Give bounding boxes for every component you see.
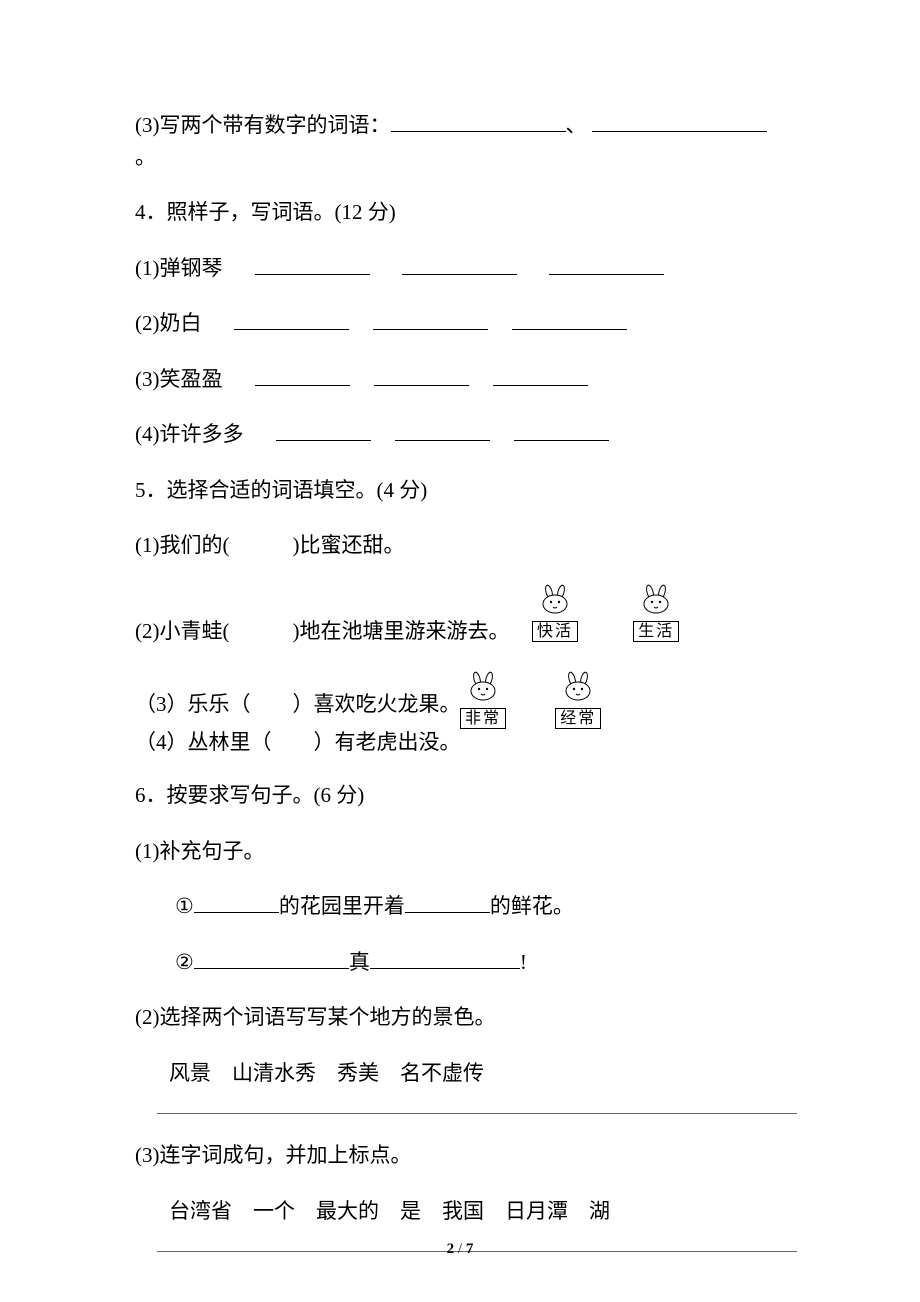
q4-item-1-prefix: (1)弹钢琴 [135,256,223,280]
q6-sub1-blank-2[interactable] [405,891,490,913]
q5-items-3-4-row: （3）乐乐（ ）喜欢吃火龙果。 （4）丛林里（ ）有老虎出没。 非常 [135,689,785,758]
q6-sub1-blank-4[interactable] [370,947,520,969]
q4-3-blank-3[interactable] [493,364,588,386]
q6-heading: 6．按要求写句子。(6 分) [135,780,785,812]
rabbit-icon [636,584,676,614]
q4-3-blank-2[interactable] [374,364,469,386]
q5-item-2-row: (2)小青蛙( )地在池塘里游来游去。 快活 [135,616,785,648]
q4-4-blank-1[interactable] [276,419,371,441]
q6-sub3-title: (3)连字词成句，并加上标点。 [135,1140,785,1172]
bunny-b-right: 经常 [550,671,606,733]
q6-sub2-title: (2)选择两个词语写写某个地方的景色。 [135,1002,785,1034]
q4-item-3: (3)笑盈盈 [135,364,785,396]
q3-3-sep: 、 [566,113,587,137]
bunny-b-left: 非常 [455,671,511,733]
q4-item-2-prefix: (2)奶白 [135,311,202,335]
q4-item-4-prefix: (4)许许多多 [135,422,244,446]
bunny-a-left: 快活 [527,584,583,646]
footer-sep: / [454,1241,466,1257]
q4-item-4: (4)许许多多 [135,419,785,451]
q6-sub3-words: 台湾省 一个 最大的 是 我国 日月潭 湖 [135,1196,785,1228]
q4-heading: 4．照样子，写词语。(12 分) [135,197,785,229]
q4-4-blank-2[interactable] [395,419,490,441]
q6-sub1-title: (1)补充句子。 [135,836,785,868]
bunny-label-a-left: 快活 [532,621,578,642]
rabbit-icon [463,671,503,701]
q6-sub1-line1-num: ① [175,894,194,918]
q5-bunny-group-a: 快活 生活 [527,584,724,646]
q6-sub1-line1: ① 的花园里开着 的鲜花。 [135,891,785,923]
q5-heading: 5．选择合适的词语填空。(4 分) [135,475,785,507]
q3-3-blank-1[interactable] [391,110,566,132]
q5-bunny-group-b: 非常 经常 [455,671,646,733]
bunny-a-right: 生活 [628,584,684,646]
q4-2-blank-2[interactable] [373,308,488,330]
q6-sub1-line1-post: 的鲜花。 [490,894,574,918]
q4-item-3-prefix: (3)笑盈盈 [135,367,223,391]
q4-1-blank-1[interactable] [255,253,370,275]
q4-item-2: (2)奶白 [135,308,785,340]
q4-item-1: (1)弹钢琴 [135,253,785,285]
q5-item-1: (1)我们的( )比蜜还甜。 [135,530,785,562]
rabbit-icon [535,584,575,614]
page-footer: 2 / 7 [0,1238,920,1261]
q6-sub2-words: 风景 山清水秀 秀美 名不虚传 [135,1058,785,1090]
q6-sub1-blank-3[interactable] [194,947,349,969]
q3-3-line: (3)写两个带有数字的词语： 、 。 [135,110,785,173]
q4-1-blank-3[interactable] [549,253,664,275]
q3-3-end: 。 [135,145,156,169]
document-page: (3)写两个带有数字的词语： 、 。 4．照样子，写词语。(12 分) (1)弹钢… [0,0,920,1302]
q6-sub1-line2-mid: 真 [349,950,370,974]
q3-3-prefix: (3)写两个带有数字的词语： [135,113,391,137]
q4-2-blank-1[interactable] [234,308,349,330]
q4-1-blank-2[interactable] [402,253,517,275]
q6-sub1-blank-1[interactable] [194,891,279,913]
q6-sub2-answer-line[interactable] [157,1113,797,1114]
q5-item-2: (2)小青蛙( )地在池塘里游来游去。 [135,619,509,643]
rabbit-icon [558,671,598,701]
bunny-label-b-right: 经常 [555,708,601,729]
footer-total: 7 [466,1241,474,1257]
q6-sub1-line1-mid: 的花园里开着 [279,894,405,918]
q6-sub1-line2: ② 真! [135,947,785,979]
q4-2-blank-3[interactable] [512,308,627,330]
q3-3-blank-2[interactable] [592,110,767,132]
q6-sub1-line2-post: ! [520,950,527,974]
bunny-label-a-right: 生活 [633,621,679,642]
q4-3-blank-1[interactable] [255,364,350,386]
q6-sub1-line2-num: ② [175,950,194,974]
bunny-label-b-left: 非常 [460,708,506,729]
q4-4-blank-3[interactable] [514,419,609,441]
